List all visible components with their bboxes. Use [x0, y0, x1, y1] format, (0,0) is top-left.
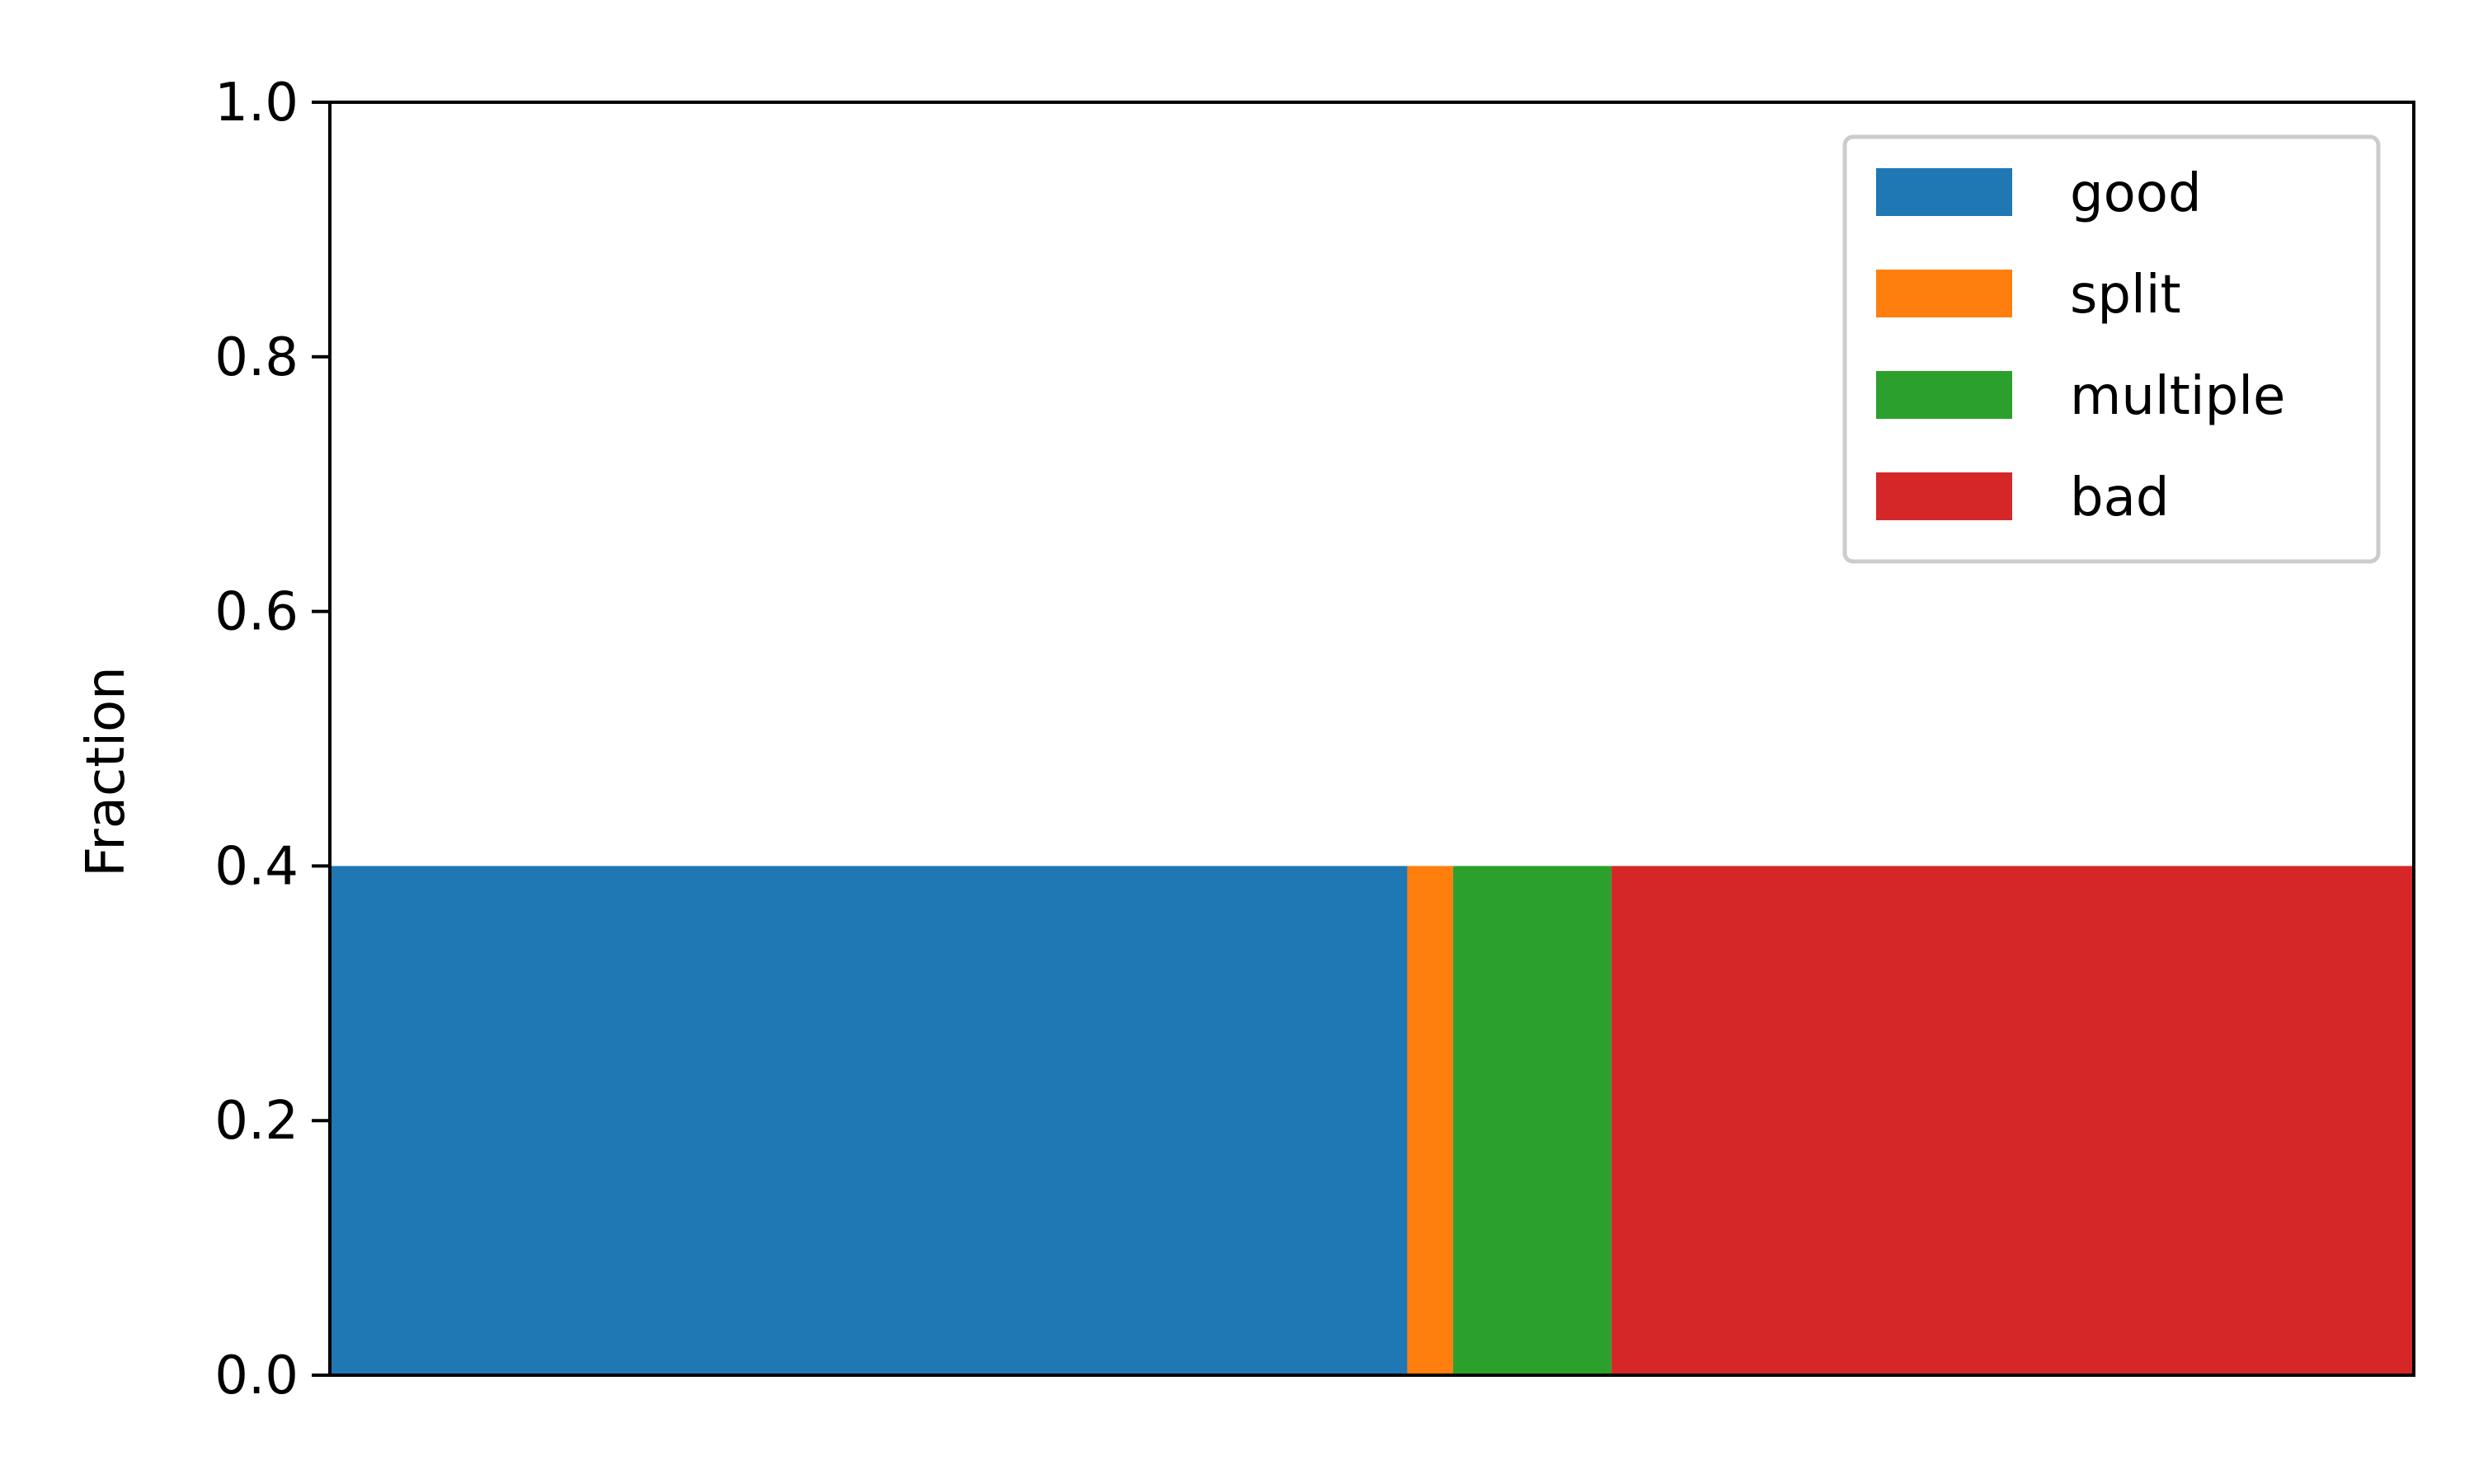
legend-label-split: split — [2070, 265, 2181, 326]
bar-segment-good — [330, 866, 1408, 1375]
legend-label-multiple: multiple — [2070, 366, 2285, 427]
legend-swatch-bad — [1876, 472, 2012, 520]
legend-label-bad: bad — [2070, 467, 2169, 528]
y-axis: 0.0 0.2 0.4 0.6 0.8 1.0 — [214, 73, 330, 1407]
legend: good split multiple bad — [1842, 134, 2381, 564]
plot-frame — [328, 101, 2415, 1377]
legend-swatch-good — [1876, 168, 2012, 216]
y-tick-label: 0.2 — [214, 1091, 299, 1152]
y-tick-label: 1.0 — [214, 73, 299, 134]
legend-swatch-multiple — [1876, 371, 2012, 419]
y-tick-label: 0.8 — [214, 327, 299, 388]
bar-segments — [330, 866, 2414, 1375]
y-tick-label: 0.6 — [214, 582, 299, 643]
bar-segment-split — [1407, 866, 1454, 1375]
legend-label-good: good — [2070, 163, 2202, 224]
y-axis-label: Fraction — [76, 666, 137, 876]
y-tick-label: 0.4 — [214, 836, 299, 897]
bar-segment-bad — [1611, 866, 2414, 1375]
bar-segment-multiple — [1453, 866, 1612, 1375]
y-tick-label: 0.0 — [214, 1345, 299, 1407]
legend-swatch-split — [1876, 270, 2012, 317]
legend-box — [1842, 134, 2381, 564]
